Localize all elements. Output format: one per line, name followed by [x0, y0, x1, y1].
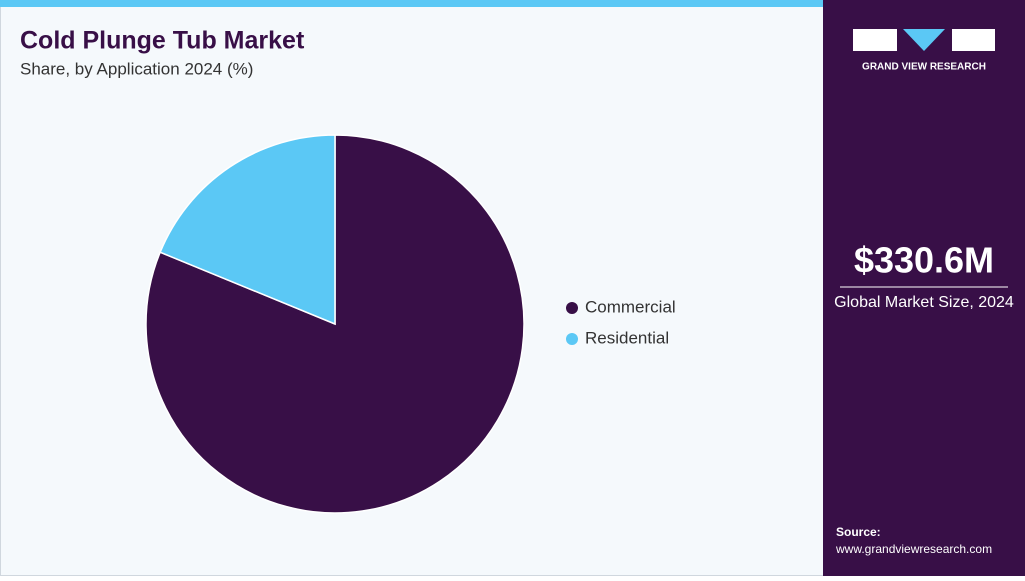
top-stripe	[0, 0, 823, 7]
source-label: Source:	[836, 525, 881, 539]
market-size: $330.6M	[854, 240, 994, 281]
market-size-label: Global Market Size, 2024	[834, 294, 1014, 311]
chart-subtitle: Share, by Application 2024 (%)	[20, 59, 253, 78]
brand: GRAND VIEW RESEARCH	[862, 62, 986, 73]
legend-marker	[566, 333, 578, 345]
logo	[853, 29, 995, 51]
chart-title: Cold Plunge Tub Market	[20, 27, 305, 55]
legend-label: Commercial	[585, 297, 676, 316]
legend-marker	[566, 302, 578, 314]
pie-slice	[159, 134, 336, 326]
market-size-label-box: Global Market Size, 2024	[834, 294, 1014, 311]
legend-label: Residential	[585, 328, 669, 347]
source: www.grandviewresearch.com	[835, 542, 992, 556]
side-panel	[823, 0, 1025, 576]
